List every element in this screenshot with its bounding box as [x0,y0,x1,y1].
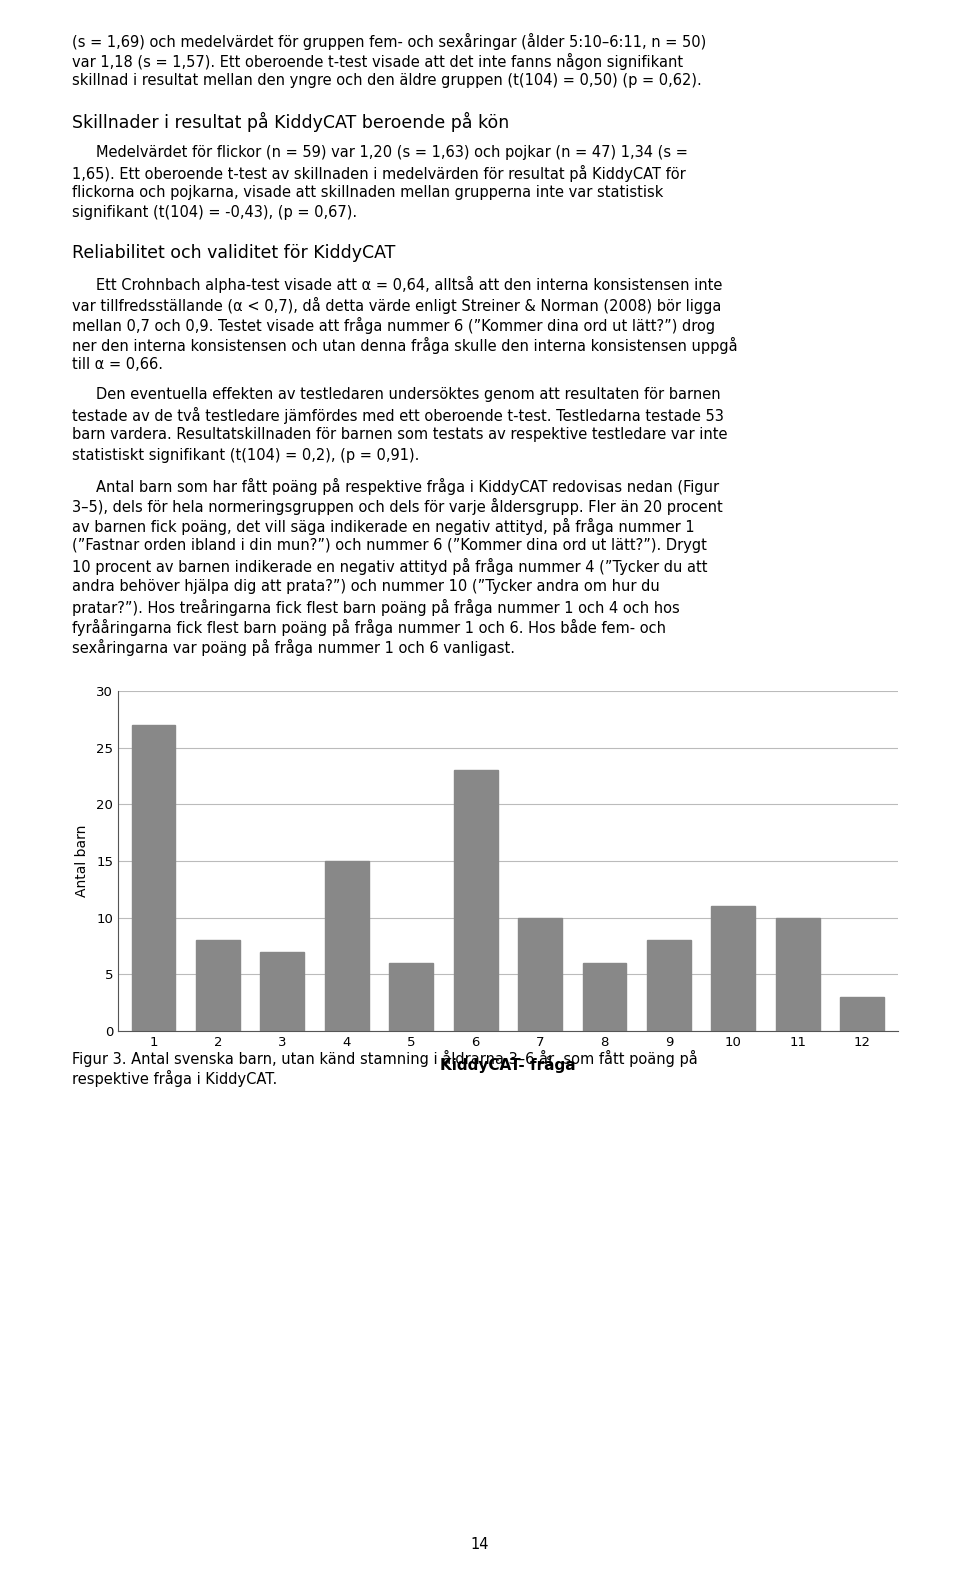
Bar [324,861,369,1030]
Text: statistiskt signifikant (t(104) = 0,2), (p = 0,91).: statistiskt signifikant (t(104) = 0,2), … [72,447,420,463]
Text: 3–5), dels för hela normeringsgruppen och dels för varje åldersgrupp. Fler än 20: 3–5), dels för hela normeringsgruppen oc… [72,498,723,515]
Text: flickorna och pojkarna, visade att skillnaden mellan grupperna inte var statisti: flickorna och pojkarna, visade att skill… [72,185,663,201]
Text: 10 procent av barnen indikerade en negativ attityd på fråga nummer 4 (”Tycker du: 10 procent av barnen indikerade en negat… [72,558,708,575]
Bar [518,918,562,1030]
Text: (s = 1,69) och medelvärdet för gruppen fem- och sexåringar (ålder 5:10–6:11, n =: (s = 1,69) och medelvärdet för gruppen f… [72,33,707,51]
Text: Medelvärdet för flickor (n = 59) var 1,20 (s = 1,63) och pojkar (n = 47) 1,34 (s: Medelvärdet för flickor (n = 59) var 1,2… [96,145,688,160]
Text: sexåringarna var poäng på fråga nummer 1 och 6 vanligast.: sexåringarna var poäng på fråga nummer 1… [72,638,515,656]
Text: testade av de två testledare jämfördes med ett oberoende t-test. Testledarna tes: testade av de två testledare jämfördes m… [72,408,724,425]
Bar [776,918,820,1030]
Text: Antal barn som har fått poäng på respektive fråga i KiddyCAT redovisas nedan (Fi: Antal barn som har fått poäng på respekt… [96,479,719,495]
Text: 14: 14 [470,1537,490,1552]
Text: (”Fastnar orden ibland i din mun?”) och nummer 6 (”Kommer dina ord ut lätt?”). D: (”Fastnar orden ibland i din mun?”) och … [72,539,707,553]
Text: Ett Crohnbach alpha-test visade att α = 0,64, alltså att den interna konsistense: Ett Crohnbach alpha-test visade att α = … [96,276,722,294]
Text: skillnad i resultat mellan den yngre och den äldre gruppen (t(104) = 0,50) (p = : skillnad i resultat mellan den yngre och… [72,73,702,88]
Bar [132,725,176,1030]
Bar [840,997,884,1030]
Bar [390,962,433,1030]
Bar [711,907,756,1030]
Text: Reliabilitet och validitet för KiddyCAT: Reliabilitet och validitet för KiddyCAT [72,243,396,262]
Text: barn vardera. Resultatskillnaden för barnen som testats av respektive testledare: barn vardera. Resultatskillnaden för bar… [72,428,728,442]
Text: var 1,18 (s = 1,57). Ett oberoende t-test visade att det inte fanns någon signif: var 1,18 (s = 1,57). Ett oberoende t-tes… [72,54,684,71]
Text: andra behöver hjälpa dig att prata?”) och nummer 10 (”Tycker andra om hur du: andra behöver hjälpa dig att prata?”) oc… [72,578,660,594]
Bar [196,940,240,1030]
Text: signifikant (t(104) = -0,43), (p = 0,67).: signifikant (t(104) = -0,43), (p = 0,67)… [72,205,357,220]
Text: var tillfredsställande (α < 0,7), då detta värde enligt Streiner & Norman (2008): var tillfredsställande (α < 0,7), då det… [72,297,721,313]
Text: respektive fråga i KiddyCAT.: respektive fråga i KiddyCAT. [72,1070,277,1087]
Text: till α = 0,66.: till α = 0,66. [72,357,163,371]
Text: fyrååringarna fick flest barn poäng på fråga nummer 1 och 6. Hos både fem- och: fyrååringarna fick flest barn poäng på f… [72,619,666,635]
Text: pratar?”). Hos treåringarna fick flest barn poäng på fråga nummer 1 och 4 och ho: pratar?”). Hos treåringarna fick flest b… [72,599,680,616]
Bar [260,951,304,1030]
Text: av barnen fick poäng, det vill säga indikerade en negativ attityd, på fråga numm: av barnen fick poäng, det vill säga indi… [72,518,695,536]
Text: ner den interna konsistensen och utan denna fråga skulle den interna konsistense: ner den interna konsistensen och utan de… [72,337,737,354]
Y-axis label: Antal barn: Antal barn [75,825,89,897]
Bar [454,771,497,1030]
Bar [647,940,691,1030]
Text: Den eventuella effekten av testledaren undersöktes genom att resultaten för barn: Den eventuella effekten av testledaren u… [96,387,721,403]
Text: Skillnader i resultat på KiddyCAT beroende på kön: Skillnader i resultat på KiddyCAT beroen… [72,112,509,133]
Bar [583,962,626,1030]
Text: mellan 0,7 och 0,9. Testet visade att fråga nummer 6 (”Kommer dina ord ut lätt?”: mellan 0,7 och 0,9. Testet visade att fr… [72,316,715,333]
X-axis label: KiddyCAT- fråga: KiddyCAT- fråga [440,1055,576,1073]
Text: 1,65). Ett oberoende t-test av skillnaden i medelvärden för resultat på KiddyCAT: 1,65). Ett oberoende t-test av skillnade… [72,164,685,182]
Text: Figur 3. Antal svenska barn, utan känd stamning i åldrarna 3–6 år, som fått poän: Figur 3. Antal svenska barn, utan känd s… [72,1049,698,1067]
